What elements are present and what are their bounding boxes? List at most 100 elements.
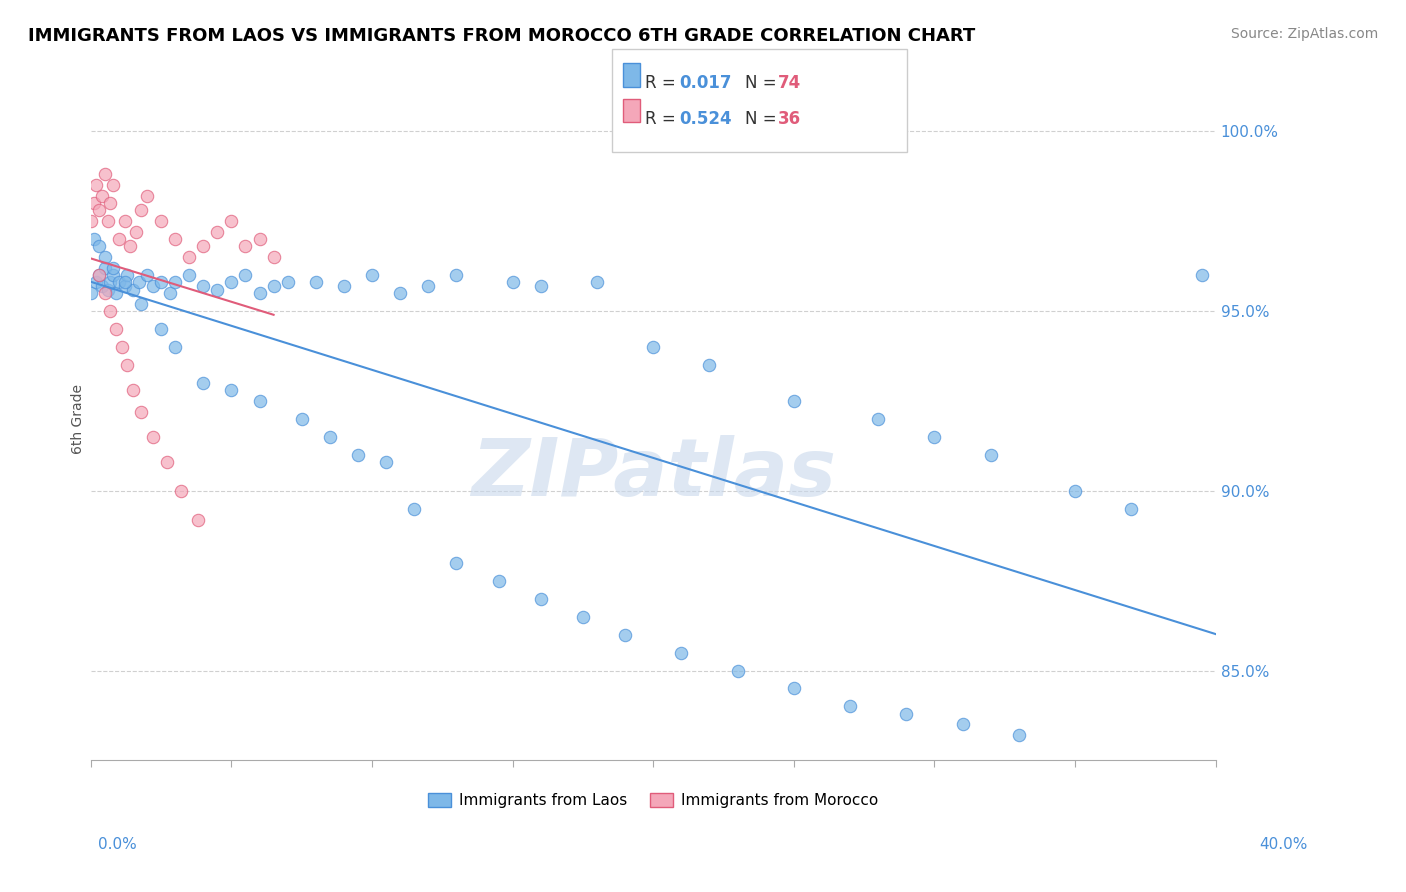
Point bbox=[235, 239, 257, 253]
Point bbox=[375, 455, 398, 469]
Point bbox=[94, 168, 117, 182]
Point bbox=[156, 455, 179, 469]
Point bbox=[179, 250, 201, 264]
Point bbox=[221, 383, 243, 397]
Point bbox=[142, 279, 165, 293]
Point bbox=[100, 196, 122, 211]
Point bbox=[94, 260, 117, 275]
Point bbox=[100, 276, 122, 290]
Point bbox=[572, 609, 595, 624]
Point bbox=[97, 214, 120, 228]
Point bbox=[502, 276, 524, 290]
Text: R =: R = bbox=[645, 110, 682, 128]
Point bbox=[488, 574, 510, 588]
Point bbox=[103, 268, 125, 282]
Point bbox=[221, 214, 243, 228]
Point bbox=[446, 268, 468, 282]
Text: IMMIGRANTS FROM LAOS VS IMMIGRANTS FROM MOROCCO 6TH GRADE CORRELATION CHART: IMMIGRANTS FROM LAOS VS IMMIGRANTS FROM … bbox=[28, 27, 976, 45]
Point bbox=[91, 279, 114, 293]
Point bbox=[128, 276, 150, 290]
Point bbox=[389, 286, 412, 301]
Point bbox=[89, 203, 111, 218]
Point bbox=[277, 276, 299, 290]
Point bbox=[614, 627, 637, 641]
Point bbox=[347, 448, 370, 462]
Point bbox=[142, 430, 165, 444]
Text: Source: ZipAtlas.com: Source: ZipAtlas.com bbox=[1230, 27, 1378, 41]
Point bbox=[179, 268, 201, 282]
Point bbox=[80, 214, 103, 228]
Point bbox=[114, 214, 136, 228]
Text: 36: 36 bbox=[778, 110, 800, 128]
Point bbox=[235, 268, 257, 282]
Point bbox=[1191, 268, 1213, 282]
Legend: Immigrants from Laos, Immigrants from Morocco: Immigrants from Laos, Immigrants from Mo… bbox=[422, 787, 884, 814]
Point bbox=[165, 340, 187, 354]
Text: ZIPatlas: ZIPatlas bbox=[471, 434, 835, 513]
Point bbox=[86, 276, 108, 290]
Point bbox=[150, 214, 173, 228]
Point bbox=[319, 430, 342, 444]
Point bbox=[586, 276, 609, 290]
Point bbox=[114, 279, 136, 293]
Point bbox=[333, 279, 356, 293]
Point bbox=[193, 376, 215, 390]
Point bbox=[207, 225, 229, 239]
Point bbox=[361, 268, 384, 282]
Text: N =: N = bbox=[745, 74, 782, 92]
Point bbox=[150, 322, 173, 336]
Point bbox=[207, 283, 229, 297]
Point bbox=[165, 232, 187, 246]
Point bbox=[783, 681, 806, 696]
Point bbox=[91, 189, 114, 203]
Point bbox=[699, 358, 721, 372]
Point bbox=[111, 340, 134, 354]
Point bbox=[97, 283, 120, 297]
Point bbox=[924, 430, 946, 444]
Point bbox=[100, 304, 122, 318]
Point bbox=[170, 483, 193, 498]
Point bbox=[249, 393, 271, 408]
Text: 0.017: 0.017 bbox=[679, 74, 731, 92]
Point bbox=[94, 286, 117, 301]
Point bbox=[122, 283, 145, 297]
Point bbox=[263, 279, 285, 293]
Point bbox=[263, 250, 285, 264]
Point bbox=[105, 286, 128, 301]
Point bbox=[117, 268, 139, 282]
Point bbox=[165, 276, 187, 290]
Text: 0.524: 0.524 bbox=[679, 110, 731, 128]
Point bbox=[89, 268, 111, 282]
Point bbox=[193, 279, 215, 293]
Point bbox=[159, 286, 181, 301]
Point bbox=[89, 268, 111, 282]
Point bbox=[193, 239, 215, 253]
Point bbox=[122, 383, 145, 397]
Point bbox=[117, 358, 139, 372]
Point bbox=[131, 405, 153, 419]
Point bbox=[1064, 483, 1087, 498]
Point bbox=[108, 276, 131, 290]
Y-axis label: 6th Grade: 6th Grade bbox=[72, 384, 86, 454]
Point bbox=[187, 512, 209, 526]
Text: N =: N = bbox=[745, 110, 782, 128]
Point bbox=[221, 276, 243, 290]
Point bbox=[249, 286, 271, 301]
Point bbox=[150, 276, 173, 290]
Point bbox=[114, 276, 136, 290]
Point bbox=[105, 322, 128, 336]
Text: R =: R = bbox=[645, 74, 682, 92]
Point bbox=[446, 556, 468, 570]
Point bbox=[86, 178, 108, 193]
Point bbox=[89, 239, 111, 253]
Point bbox=[125, 225, 148, 239]
Point bbox=[131, 297, 153, 311]
Point bbox=[896, 706, 918, 721]
Point bbox=[868, 412, 890, 426]
Text: 0.0%: 0.0% bbox=[98, 837, 138, 852]
Point bbox=[1008, 728, 1031, 742]
Point bbox=[404, 501, 426, 516]
Point bbox=[103, 178, 125, 193]
Point bbox=[249, 232, 271, 246]
Point bbox=[108, 232, 131, 246]
